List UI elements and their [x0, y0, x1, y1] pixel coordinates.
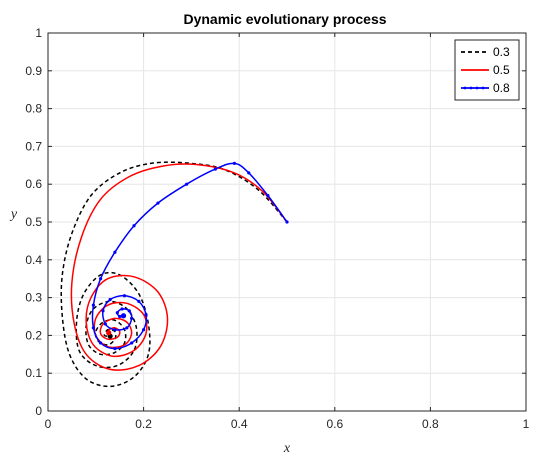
legend-label-0.8: 0.8: [493, 81, 510, 95]
series-point-0.8: [98, 341, 103, 345]
series-endpoint-0.8: [120, 313, 127, 319]
series-point-0.8: [247, 171, 251, 175]
series-point-0.8: [98, 277, 103, 281]
chart-title: Dynamic evolutionary process: [183, 11, 386, 27]
series-point-0.8: [232, 161, 237, 166]
series-point-0.8: [91, 326, 96, 330]
series-line-0.5: [70, 163, 288, 371]
x-tick-label: 0.8: [422, 417, 439, 431]
series-point-0.8: [113, 250, 117, 254]
series-point-0.8: [285, 220, 289, 224]
series-point-0.8: [130, 316, 134, 320]
legend: 0.3 0.5 0.8: [454, 39, 520, 101]
x-tick-label: 0: [45, 417, 52, 431]
x-tick-label: 1: [523, 417, 530, 431]
series-point-0.8: [122, 294, 127, 298]
series-line-0.3: [60, 161, 288, 388]
legend-swatch-dot: [475, 86, 479, 90]
x-tick-label: 0.4: [231, 417, 248, 431]
y-tick-label: 0.1: [25, 366, 42, 380]
series-point-0.8: [142, 328, 146, 332]
series-point-0.8: [137, 299, 141, 303]
series-point-0.8: [101, 309, 105, 313]
legend-swatch-dot: [469, 86, 473, 90]
y-tick-label: 0: [35, 404, 42, 418]
series-point-0.8: [144, 313, 148, 317]
legend-swatch-dot: [481, 86, 485, 90]
series-point-0.8: [108, 297, 112, 302]
series-point-0.8: [132, 224, 136, 228]
series-point-0.8: [156, 201, 160, 205]
series-point-0.8: [130, 341, 134, 345]
y-tick-label: 0.4: [25, 253, 42, 267]
series-point-0.8: [118, 314, 122, 319]
x-tick-label: 0.2: [135, 417, 152, 431]
series-point-0.8: [185, 182, 189, 186]
legend-label-0.3: 0.3: [493, 45, 510, 59]
y-tick-label: 0.8: [25, 102, 42, 116]
y-tick-label: 0.9: [25, 64, 42, 78]
series-point-0.8: [113, 347, 117, 351]
series-point-0.8: [113, 328, 117, 332]
y-tick-label: 0.3: [25, 291, 42, 305]
y-tick-label: 0.7: [25, 139, 42, 153]
y-tick-label: 0.2: [25, 328, 42, 342]
series-point-0.8: [213, 167, 217, 171]
series-point-0.8: [91, 303, 96, 307]
y-tick-label: 0.6: [25, 177, 42, 191]
series-point-0.8: [120, 307, 124, 311]
series-point-0.8: [125, 326, 129, 330]
x-tick-label: 0.6: [326, 417, 343, 431]
series-point-0.8: [115, 311, 119, 315]
series-point-0.8: [266, 193, 270, 198]
plot-area: 0 0.2 0.4 0.6 0.8 100.10.20.30.40.50.60.70.80…: [25, 26, 529, 431]
series-endpoint-0.5: [106, 330, 112, 336]
y-axis-label: y: [9, 207, 18, 222]
legend-label-0.5: 0.5: [493, 63, 510, 77]
y-tick-label: 1: [35, 26, 42, 40]
x-axis-label: x: [283, 441, 291, 456]
series-point-0.8: [103, 322, 107, 326]
y-tick-label: 0.5: [25, 215, 42, 229]
series-point-0.8: [127, 309, 131, 313]
legend-swatch-dot: [463, 86, 467, 90]
